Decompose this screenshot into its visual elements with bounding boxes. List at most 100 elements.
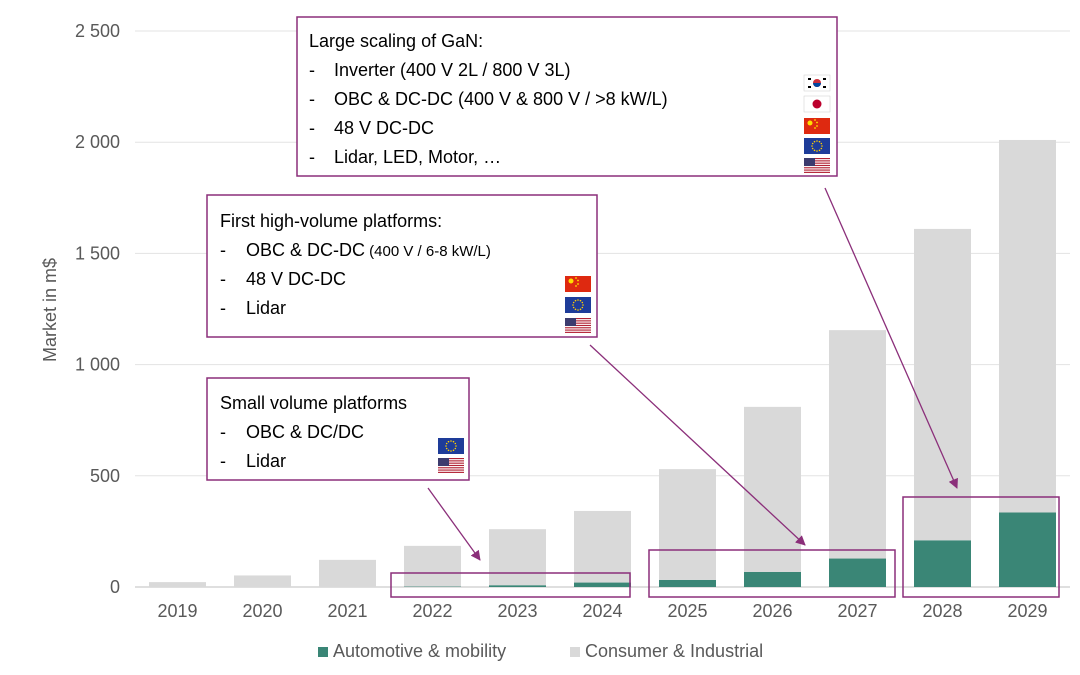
flag-stripe <box>804 158 830 160</box>
annotation-title: First high-volume platforms: <box>220 211 442 231</box>
flag-canton <box>438 458 449 466</box>
annotation-dash: - <box>309 147 315 167</box>
flag-canton <box>565 318 576 326</box>
bar-automotive <box>489 585 546 587</box>
annotation-item-text: OBC & DC-DC (400 V & 800 V / >8 kW/L) <box>334 89 668 109</box>
flag-star <box>811 145 813 147</box>
flag-field <box>565 297 591 313</box>
flag-star <box>811 142 814 145</box>
annotation-item: Lidar <box>246 451 286 471</box>
flag-star <box>816 140 818 142</box>
legend: Automotive & mobility Consumer & Industri… <box>318 641 763 661</box>
flag-stripe <box>804 171 830 173</box>
flag-small-star <box>577 279 579 282</box>
flag-star <box>820 147 823 150</box>
eu-flag <box>565 297 591 313</box>
flag-star <box>807 120 813 126</box>
bar-automotive <box>744 571 801 587</box>
bar-automotive <box>659 579 716 587</box>
y-tick-label: 2 500 <box>75 21 120 41</box>
flag-stripe <box>804 169 830 171</box>
highlight-boxes <box>390 496 1060 598</box>
flag-field <box>804 138 830 154</box>
flag-star <box>572 306 575 309</box>
annotation-item: OBC & DC-DC (400 V / 6-8 kW/L) <box>246 240 491 260</box>
bar-consumer <box>574 510 631 583</box>
annotation-item-text: Lidar, LED, Motor, … <box>334 147 501 167</box>
bar-consumer <box>659 469 716 580</box>
bar-consumer <box>744 406 801 572</box>
flag-star <box>818 140 821 143</box>
flag-star <box>572 304 574 306</box>
bar-consumer <box>234 575 291 587</box>
flag-star <box>579 308 582 311</box>
eu-flag <box>438 438 464 454</box>
bar-consumer <box>829 330 886 559</box>
flag-star <box>577 299 579 301</box>
flag-small-star <box>814 127 816 129</box>
bar-consumer <box>319 559 376 587</box>
annotation-item: 48 V DC-DC <box>246 269 346 289</box>
annotation-item-text: 48 V DC-DC <box>334 118 434 138</box>
flag-small-star <box>816 121 818 124</box>
flag-stripe <box>565 322 591 324</box>
y-tick-label: 0 <box>110 577 120 597</box>
annotation-item: 48 V DC-DC <box>334 118 434 138</box>
flag-star <box>574 299 577 302</box>
annotation-item-text: OBC & DC/DC <box>246 422 364 442</box>
flag-star <box>445 447 448 450</box>
annotation-box <box>296 16 838 177</box>
annotation-item-text: Inverter (400 V 2L / 800 V 3L) <box>334 60 570 80</box>
flag-star <box>574 308 577 311</box>
flag-star <box>452 449 455 452</box>
flag-small-star <box>577 283 579 285</box>
flag-star <box>581 306 584 309</box>
annotation-dash: - <box>220 422 226 442</box>
y-tick-label: 1 000 <box>75 355 120 375</box>
flag-small-star <box>814 119 816 121</box>
flag-stripe <box>565 329 591 331</box>
flag-small-star <box>575 277 577 279</box>
x-tick-label: 2028 <box>922 601 962 621</box>
flag-stripe <box>438 471 464 473</box>
annotation-item: OBC & DC/DC <box>246 422 364 442</box>
bars <box>149 139 1056 587</box>
flag-star <box>582 304 584 306</box>
legend-label: Automotive & mobility <box>333 641 506 661</box>
annotation-small: Small volume platforms - OBC & DC/DC- Lidar <box>206 377 470 481</box>
flag-stripe <box>565 327 591 329</box>
legend-label: Consumer & Industrial <box>585 641 763 661</box>
flag-trigram <box>823 78 826 80</box>
bar-consumer <box>914 228 971 541</box>
flag-stripe <box>565 331 591 333</box>
annotation-large: Large scaling of GaN:- Inverter (400 V 2L… <box>296 16 838 177</box>
flag-star <box>816 150 818 152</box>
annotation-item: Lidar <box>246 298 286 318</box>
flag-star <box>820 142 823 145</box>
annotation-item: Lidar, LED, Motor, … <box>334 147 501 167</box>
highlight-box <box>648 549 896 598</box>
flag-star <box>813 149 816 152</box>
flag-trigram <box>823 86 826 88</box>
x-tick-label: 2020 <box>242 601 282 621</box>
x-tick-label: 2024 <box>582 601 622 621</box>
flag-star <box>818 149 821 152</box>
y-axis: 0 500 1 000 1 500 2 000 2 500 <box>75 21 120 597</box>
flag-stripe <box>804 167 830 169</box>
china-flag <box>565 276 591 292</box>
y-tick-label: 2 000 <box>75 132 120 152</box>
flag-stripe <box>438 462 464 464</box>
flag-star <box>445 445 447 447</box>
x-tick-label: 2019 <box>157 601 197 621</box>
annotations: Large scaling of GaN:- Inverter (400 V 2L… <box>206 16 838 481</box>
bar-automotive <box>829 558 886 587</box>
flag-stripe <box>804 162 830 164</box>
annotation-box <box>206 194 598 338</box>
bar-automotive <box>914 540 971 587</box>
annotation-dash: - <box>309 60 315 80</box>
x-tick-label: 2022 <box>412 601 452 621</box>
flag-stripe <box>804 164 830 167</box>
y-axis-label: Market in m$ <box>40 258 60 362</box>
flag-trigram <box>808 78 811 80</box>
